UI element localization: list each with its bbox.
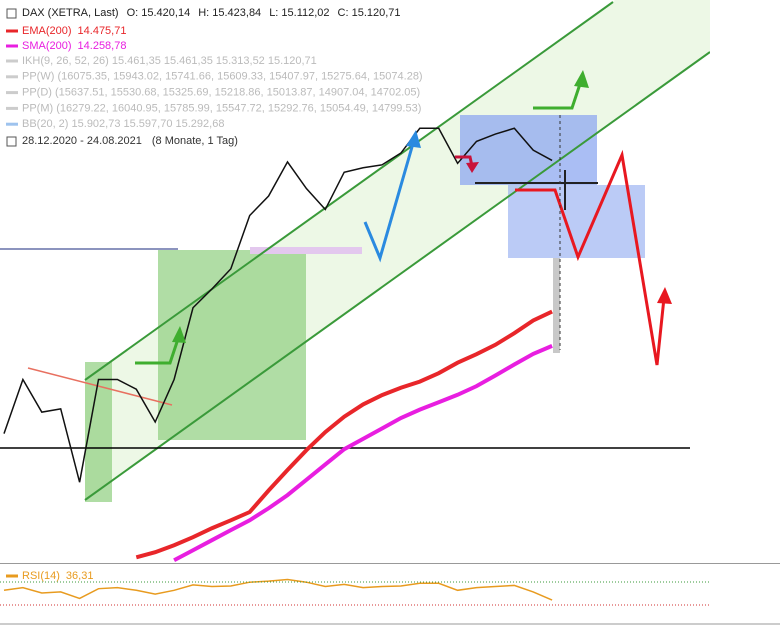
legend-value: 14.258,78: [78, 40, 127, 52]
blue-box: [460, 115, 597, 185]
plot: [3, 127, 553, 601]
legend-entry: IKH(9, 26, 52, 26) 15.461,35 15.461,35 1…: [22, 55, 317, 67]
legend-name: SMA(200): [22, 40, 72, 52]
legend-entry: SMA(200) 14.258,78: [22, 40, 126, 52]
legend-name: EMA(200): [22, 25, 72, 37]
arrows: [135, 70, 672, 366]
legend-entry: PP(M) (16279.22, 16040.95, 15785.99, 155…: [22, 102, 421, 114]
stat: O: 15.420,14: [127, 7, 191, 19]
legend-entry: EMA(200) 14.475,71: [22, 25, 126, 37]
legend-entry: PP(D) (15637.51, 15530.68, 15325.69, 152…: [22, 87, 420, 99]
arrow: [135, 332, 182, 365]
labels: DAX (XETRA, Last) O: 15.420,14 H: 15.423,8…: [6, 7, 423, 582]
blue-box: [508, 185, 645, 258]
arrow: [363, 139, 416, 263]
header: DAX (XETRA, Last) O: 15.420,14 H: 15.423,8…: [22, 7, 401, 19]
line: [173, 344, 553, 563]
band: [250, 247, 362, 254]
stat: H: 15.423,84: [198, 7, 261, 19]
measure-bar: [553, 258, 560, 353]
date-range: 28.12.2020 - 24.08.2021: [22, 135, 142, 147]
axis-background: [710, 0, 780, 625]
legend-icon: [6, 8, 17, 19]
legend-icon: [6, 136, 17, 147]
line: [3, 127, 553, 483]
arrow-head: [657, 287, 672, 304]
trend-line: [27, 367, 173, 406]
arrow: [515, 149, 666, 366]
legend-name: RSI(14): [22, 570, 60, 582]
green-box: [158, 250, 306, 440]
drawings: [0, 0, 711, 502]
arrow-head: [406, 130, 421, 148]
arrow-head: [466, 162, 479, 173]
stat: L: 15.112,02: [269, 7, 329, 19]
date-range: 28.12.2020 - 24.08.2021 (8 Monate, 1 Tag): [22, 135, 238, 147]
legend-value: 14.475,71: [78, 25, 127, 37]
arrow-head: [574, 70, 589, 88]
period: (8 Monate, 1 Tag): [152, 135, 238, 147]
line: [135, 309, 553, 560]
arrow: [533, 77, 584, 110]
legend-value: 36,31: [66, 570, 94, 582]
channel-line: [84, 51, 711, 501]
legend-entry: BB(20, 2) 15.902,73 15.597,70 15.292,68: [22, 118, 224, 130]
title: DAX (XETRA, Last): [22, 7, 119, 19]
stat: C: 15.120,71: [338, 7, 401, 19]
legend-entry: RSI(14) 36,31: [22, 570, 93, 582]
arrow-head: [172, 326, 186, 343]
line: [3, 578, 553, 601]
legend-entry: PP(W) (16075.35, 15943.02, 15741.66, 156…: [22, 71, 423, 83]
channel-line: [84, 1, 614, 381]
